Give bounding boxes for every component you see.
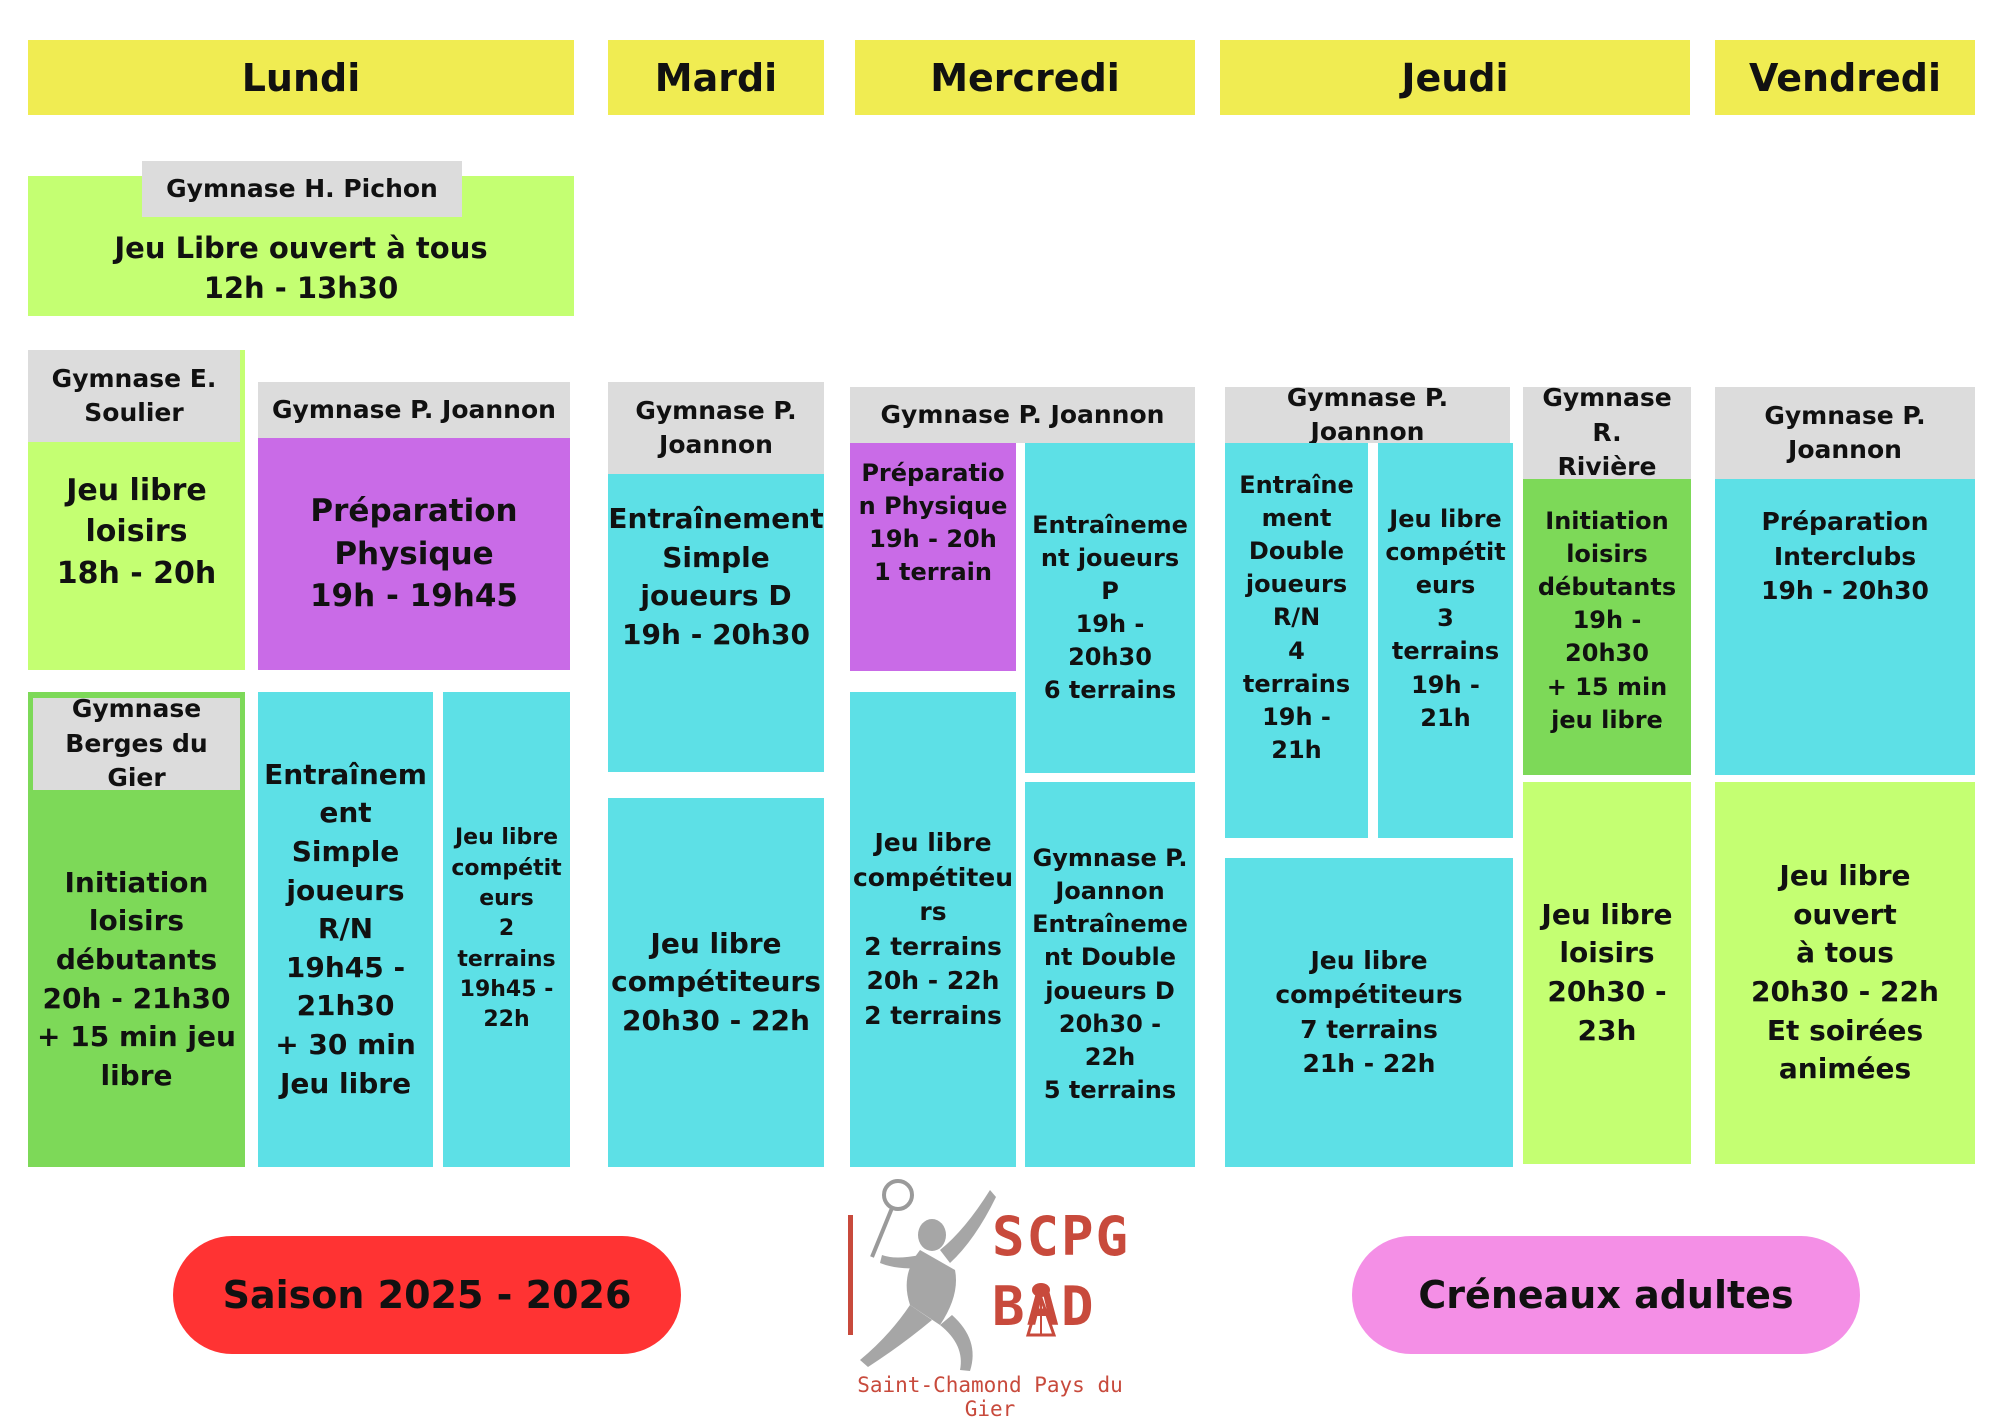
club-logo: SCPG BAD Saint-Chamond Pays du Gier: [840, 1175, 1140, 1421]
mercredi-libre-card: Jeu libre compétiteu rs 2 terrains 20h -…: [850, 692, 1016, 1167]
day-header-jeudi: Jeudi: [1220, 40, 1690, 115]
vendredi-gym-label: Gymnase P. Joannon: [1715, 387, 1975, 479]
lundi-midi-gym-label: Gymnase H. Pichon: [142, 161, 462, 217]
mercredi-entr-p-card: Entraîneme nt joueurs P 19h - 20h30 6 te…: [1025, 443, 1195, 773]
badminton-player-icon: [848, 1179, 1057, 1371]
category-pill: Créneaux adultes: [1352, 1236, 1860, 1354]
lundi-soulier-gym-label: Gymnase E. Soulier: [28, 350, 240, 442]
mardi-libre-card: Jeu libre compétiteurs 20h30 - 22h: [608, 798, 824, 1167]
lundi-libre-card: Jeu libre compétit eurs 2 terrains 19h45…: [443, 692, 570, 1167]
jeudi-libre2-card: Jeu libre compétiteurs 7 terrains 21h - …: [1225, 858, 1513, 1167]
day-header-mardi: Mardi: [608, 40, 824, 115]
jeudi-double-card: Entraîne ment Double joueurs R/N 4 terra…: [1225, 443, 1368, 838]
mercredi-gym-label: Gymnase P. Joannon: [850, 387, 1195, 443]
mardi-gym-label: Gymnase P. Joannon: [608, 382, 824, 474]
lundi-joannon-gym-label: Gymnase P. Joannon: [258, 382, 570, 438]
lundi-simple-card: Entraînem ent Simple joueurs R/N 19h45 -…: [258, 692, 433, 1167]
logo-title-line1: SCPG: [992, 1205, 1131, 1268]
season-pill: Saison 2025 - 2026: [173, 1236, 681, 1354]
day-header-mercredi: Mercredi: [855, 40, 1195, 115]
mercredi-double-card: Gymnase P. Joannon Entraîneme nt Double …: [1025, 782, 1195, 1167]
day-header-vendredi: Vendredi: [1715, 40, 1975, 115]
vendredi-ouvert-card: Jeu libre ouvert à tous 20h30 - 22h Et s…: [1715, 782, 1975, 1164]
jeudi-riviere-gym-label: Gymnase R. Rivière: [1523, 383, 1691, 481]
logo-title-line2: BAD: [992, 1275, 1096, 1338]
jeudi-libre1-card: Jeu libre compétit eurs 3 terrains 19h -…: [1378, 443, 1513, 838]
day-header-lundi: Lundi: [28, 40, 574, 115]
jeudi-loisirs-card: Jeu libre loisirs 20h30 - 23h: [1523, 782, 1691, 1164]
lundi-berges-gym-label: Gymnase Berges du Gier: [33, 694, 240, 792]
mercredi-prep-card: Préparatio n Physique 19h - 20h 1 terrai…: [850, 443, 1016, 671]
jeudi-joannon-gym-label: Gymnase P. Joannon: [1225, 383, 1510, 446]
